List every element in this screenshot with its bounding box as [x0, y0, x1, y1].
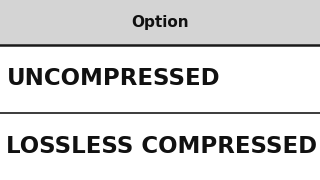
Bar: [0, 0, 320, 45]
Text: LOSSLESS COMPRESSED: LOSSLESS COMPRESSED: [6, 135, 317, 158]
Text: UNCOMPRESSED: UNCOMPRESSED: [6, 67, 220, 90]
Text: Option: Option: [131, 15, 189, 30]
